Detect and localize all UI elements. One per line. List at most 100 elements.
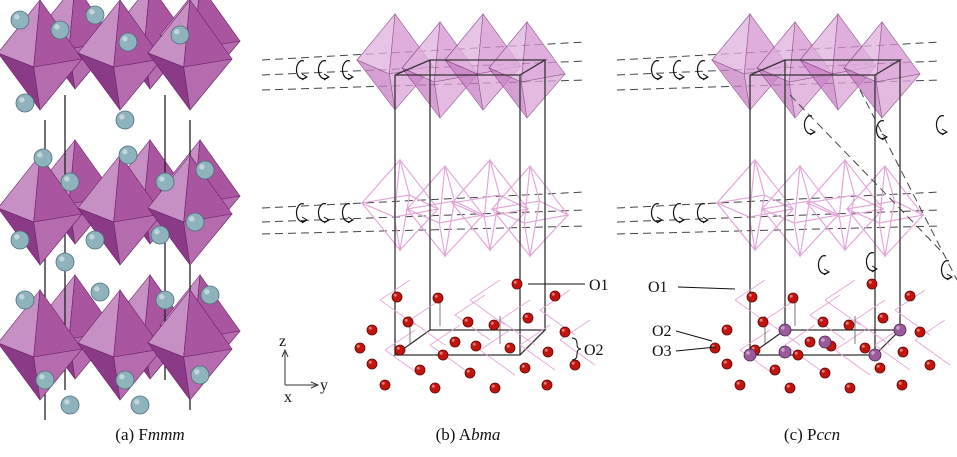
atom xyxy=(560,327,570,337)
atom-highlight xyxy=(357,345,360,348)
atom xyxy=(156,291,174,309)
atom xyxy=(710,343,720,353)
atom-highlight xyxy=(749,294,752,297)
atom xyxy=(116,371,134,389)
atom xyxy=(61,396,79,414)
atom-highlight xyxy=(174,29,179,34)
atom-label: O2 xyxy=(584,342,604,359)
atom xyxy=(805,337,815,347)
atom xyxy=(570,360,580,370)
caption-italic: ccn xyxy=(816,425,840,444)
atom xyxy=(788,293,798,303)
atom xyxy=(465,368,475,378)
atom xyxy=(744,349,756,361)
atom-highlight xyxy=(846,322,849,325)
atom xyxy=(845,383,855,393)
atom-highlight xyxy=(821,338,825,342)
atom xyxy=(758,317,768,327)
atom xyxy=(403,317,413,327)
caption-text: (b) A xyxy=(436,425,472,444)
atom-highlight xyxy=(159,294,164,299)
axis-label: y xyxy=(320,377,328,394)
atom xyxy=(878,313,888,323)
atom-highlight xyxy=(417,367,420,370)
atom xyxy=(34,149,52,167)
atom-highlight xyxy=(525,315,528,318)
atom-highlight xyxy=(39,374,44,379)
atom xyxy=(818,317,828,327)
atom-highlight xyxy=(737,382,740,385)
atom xyxy=(894,324,906,336)
atom-highlight xyxy=(917,329,920,332)
atom-highlight xyxy=(54,24,59,29)
atom xyxy=(392,292,402,302)
atom xyxy=(747,292,757,302)
atom-highlight xyxy=(64,176,69,181)
atom-label: O1 xyxy=(648,279,668,296)
atom xyxy=(191,366,209,384)
atom xyxy=(61,173,79,191)
atom xyxy=(171,26,189,44)
atom-highlight xyxy=(64,399,69,404)
atom xyxy=(16,94,34,112)
atom xyxy=(201,286,219,304)
atom-highlight xyxy=(432,385,435,388)
atom xyxy=(86,231,104,249)
atom xyxy=(116,111,134,129)
atom-highlight xyxy=(89,234,94,239)
atom-highlight xyxy=(724,361,727,364)
atom xyxy=(11,231,29,249)
atom-highlight xyxy=(159,176,164,181)
atom xyxy=(438,350,448,360)
atom-highlight xyxy=(467,370,470,373)
figure: (a) Fmmm (b) Abma (c) Pccn O1 O2 O1 O2 O… xyxy=(0,0,957,457)
atom xyxy=(925,360,935,370)
atom xyxy=(844,320,854,330)
atom xyxy=(56,253,74,271)
atom-highlight xyxy=(204,289,209,294)
atom-highlight xyxy=(119,374,124,379)
atom-highlight xyxy=(544,382,547,385)
atom-highlight xyxy=(59,256,64,261)
atom-highlight xyxy=(189,216,194,221)
atom xyxy=(897,380,907,390)
atom xyxy=(395,345,405,355)
atom-highlight xyxy=(746,351,750,355)
atom-highlight xyxy=(465,319,468,322)
atom-highlight xyxy=(724,327,727,330)
atom-highlight xyxy=(194,369,199,374)
atom xyxy=(867,279,877,289)
atom xyxy=(770,365,780,375)
atom-highlight xyxy=(572,362,575,365)
atom-highlight xyxy=(382,382,385,385)
atom-highlight xyxy=(760,319,763,322)
atom-highlight xyxy=(781,348,785,352)
atom-highlight xyxy=(369,327,372,330)
atom xyxy=(86,6,104,24)
atom-highlight xyxy=(871,351,875,355)
atom-highlight xyxy=(522,365,525,368)
caption-text: (a) F xyxy=(115,425,148,444)
atom xyxy=(471,341,481,351)
atom-highlight xyxy=(89,9,94,14)
atom-highlight xyxy=(880,315,883,318)
atom xyxy=(512,279,522,289)
atom-highlight xyxy=(122,36,127,41)
atom-highlight xyxy=(787,385,790,388)
caption-italic: bma xyxy=(471,425,500,444)
atom-highlight xyxy=(134,399,139,404)
atom-highlight xyxy=(37,152,42,157)
caption: (b) Abma xyxy=(436,425,501,444)
caption-text: (c) P xyxy=(784,425,817,444)
atom xyxy=(463,317,473,327)
caption: (a) Fmmm xyxy=(115,425,184,444)
atom-highlight xyxy=(820,319,823,322)
atom xyxy=(735,380,745,390)
atom-highlight xyxy=(822,370,825,373)
atom xyxy=(905,291,915,301)
caption: (c) Pccn xyxy=(784,425,840,444)
atom xyxy=(915,327,925,337)
atom-highlight xyxy=(507,345,510,348)
atom xyxy=(367,325,377,335)
atom-highlight xyxy=(927,362,930,365)
